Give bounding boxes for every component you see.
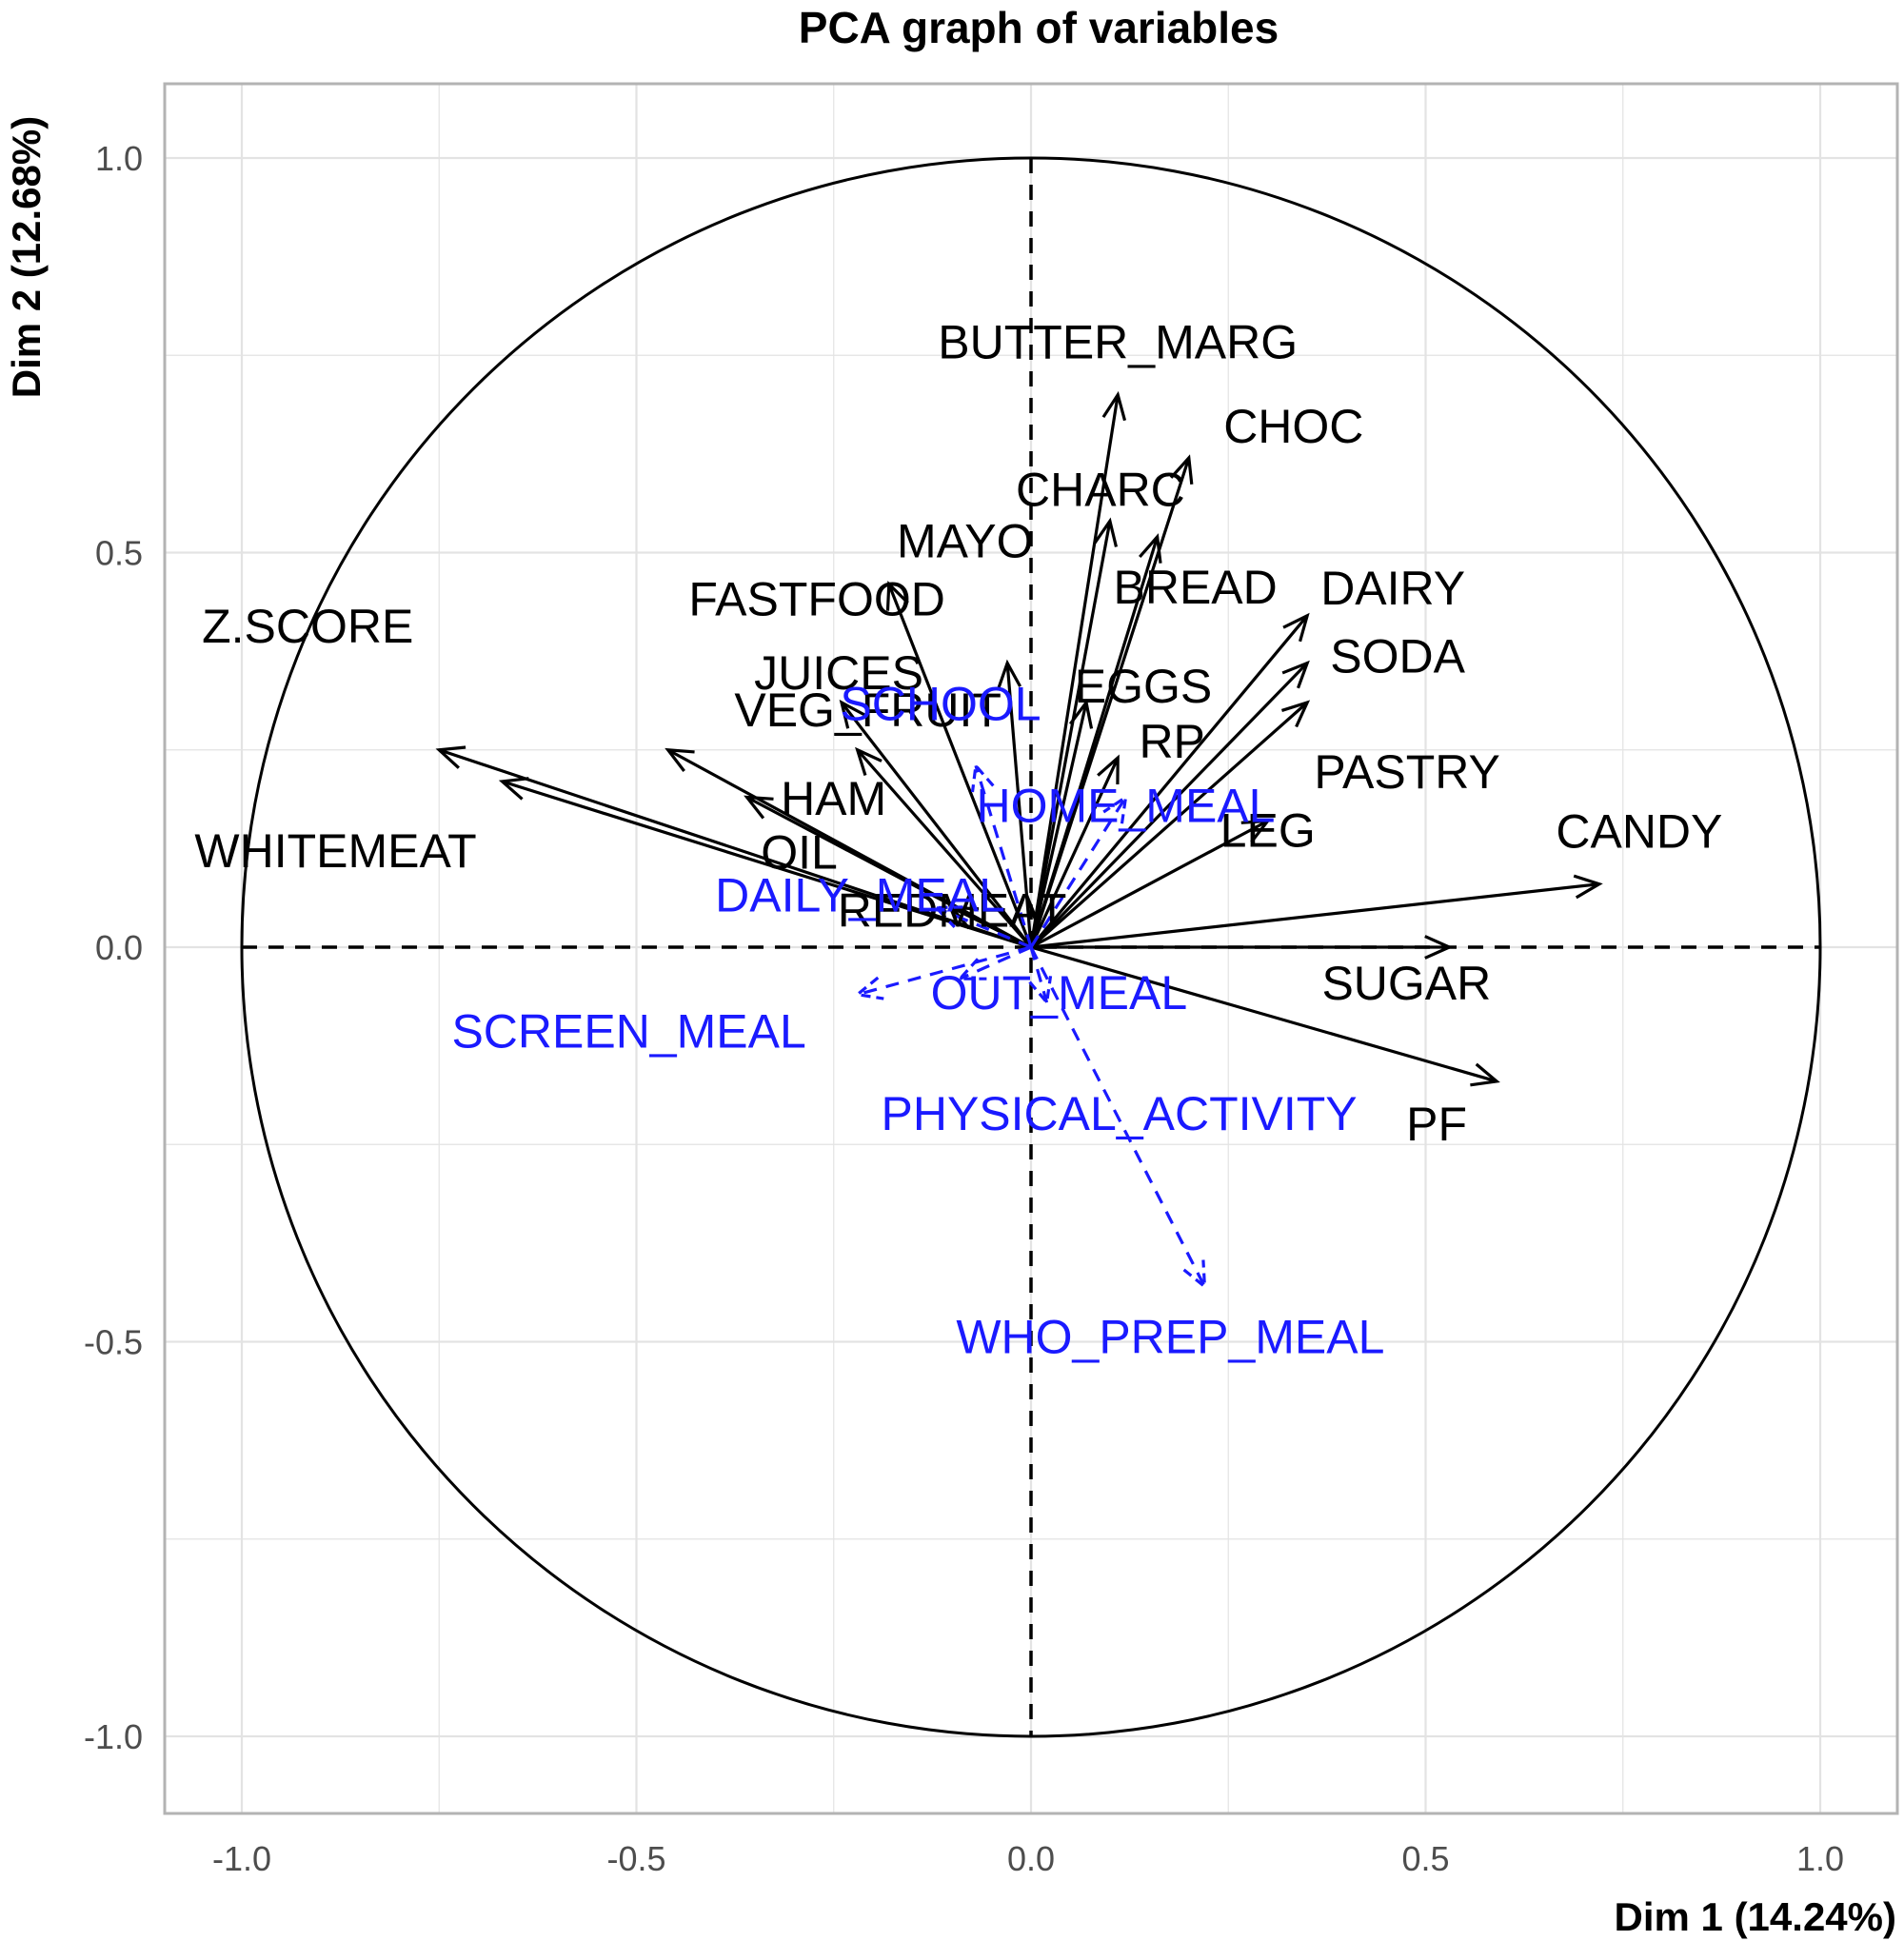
label-charc: CHARC	[1016, 463, 1185, 516]
arrow-juices	[839, 699, 1033, 948]
x-tick-label: 0.5	[1401, 1839, 1449, 1878]
y-tick-label: -0.5	[84, 1323, 143, 1362]
label-candy: CANDY	[1556, 805, 1722, 859]
label-sugar: SUGAR	[1321, 957, 1491, 1010]
label-redmeat: REDMEAT	[838, 884, 1067, 938]
x-tick-label: -1.0	[212, 1839, 271, 1878]
label-rp: RP	[1139, 715, 1204, 768]
variable-arrows	[435, 390, 1603, 1290]
arrow-rp	[1029, 754, 1120, 948]
label-out-meal: OUT_MEAL	[931, 966, 1188, 1020]
y-tick-labels: -1.0 -0.5 0.0 0.5 1.0	[84, 139, 143, 1756]
arrow-redmeat	[948, 905, 1032, 949]
label-bread: BREAD	[1114, 561, 1278, 614]
label-veg-fruit: VEG_FRUIT	[734, 683, 1002, 737]
arrow-whitemeat	[498, 777, 1032, 949]
label-juices: JUICES	[754, 646, 923, 700]
label-ham: HAM	[781, 772, 886, 825]
label-pf: PF	[1406, 1098, 1467, 1151]
unit-circle	[240, 156, 1822, 1738]
arrow-home-meal	[1029, 794, 1128, 948]
arrow-daily-meal	[932, 905, 1032, 949]
label-physical-activity: PHYSICAL_ACTIVITY	[882, 1087, 1358, 1140]
label-school: SCHOOL	[840, 677, 1041, 730]
label-choc: CHOC	[1223, 400, 1363, 453]
label-daily-meal: DAILY_MEAL	[715, 869, 1005, 922]
y-tick-label: 0.0	[95, 928, 143, 967]
arrow-leg	[1030, 819, 1272, 949]
arrow-out-meal	[956, 945, 1032, 980]
arrow-ham	[855, 746, 1033, 949]
label-who-prep-meal: WHO_PREP_MEAL	[956, 1310, 1384, 1363]
label-oil: OIL	[761, 825, 838, 879]
x-tick-label: 0.0	[1007, 1839, 1055, 1878]
label-leg: LEG	[1220, 803, 1316, 857]
label-whitemeat: WHITEMEAT	[194, 824, 476, 878]
label-screen-meal: SCREEN_MEAL	[451, 1005, 805, 1059]
variable-labels: BUTTER_MARG CHOC CHARC BREAD MAYO DAIRY FASTFO…	[194, 316, 1722, 1364]
arrow-candy	[1030, 874, 1603, 949]
label-z-score: Z.SCORE	[202, 600, 413, 653]
arrow-charc	[1029, 517, 1119, 948]
arrow-eggs	[1029, 699, 1094, 948]
label-pastry: PASTRY	[1314, 745, 1499, 799]
arrow-bread	[1029, 533, 1162, 948]
y-tick-label: 0.5	[95, 534, 143, 573]
arrow-school	[970, 762, 1033, 948]
arrow-butter-marg	[1029, 390, 1127, 948]
arrow-pf	[1030, 945, 1500, 1087]
arrow-z-score	[435, 745, 1032, 949]
x-axis-title: Dim 1 (14.24%)	[1615, 1894, 1896, 1939]
x-tick-labels: -1.0 -0.5 0.0 0.5 1.0	[212, 1839, 1844, 1878]
y-axis-title: Dim 2 (12.68%)	[4, 116, 49, 398]
label-butter-marg: BUTTER_MARG	[938, 316, 1298, 369]
reference-lines	[242, 158, 1820, 1736]
y-tick-label: -1.0	[84, 1717, 143, 1756]
label-home-meal: HOME_MEAL	[976, 779, 1275, 832]
x-tick-label: 1.0	[1796, 1839, 1844, 1878]
arrow-soda	[1029, 660, 1310, 949]
label-mayo: MAYO	[897, 515, 1034, 568]
panel-border	[163, 82, 1899, 1815]
chart-title: PCA graph of variables	[799, 3, 1279, 52]
x-tick-label: -0.5	[606, 1839, 665, 1878]
arrow-fastfood	[997, 659, 1033, 948]
label-eggs: EGGS	[1075, 660, 1212, 713]
arrow-pastry	[1029, 700, 1311, 949]
y-tick-label: 1.0	[95, 139, 143, 178]
arrow-dairy	[1029, 612, 1310, 949]
arrow-mayo	[885, 581, 1033, 948]
arrow-physical-activity	[1028, 946, 1053, 1006]
label-soda: SODA	[1330, 630, 1465, 683]
arrow-who-prep-meal	[1029, 946, 1207, 1290]
arrow-sugar	[1031, 935, 1454, 960]
label-dairy: DAIRY	[1320, 562, 1465, 615]
label-fastfood: FASTFOOD	[688, 573, 944, 626]
arrow-screen-meal	[853, 945, 1032, 1000]
